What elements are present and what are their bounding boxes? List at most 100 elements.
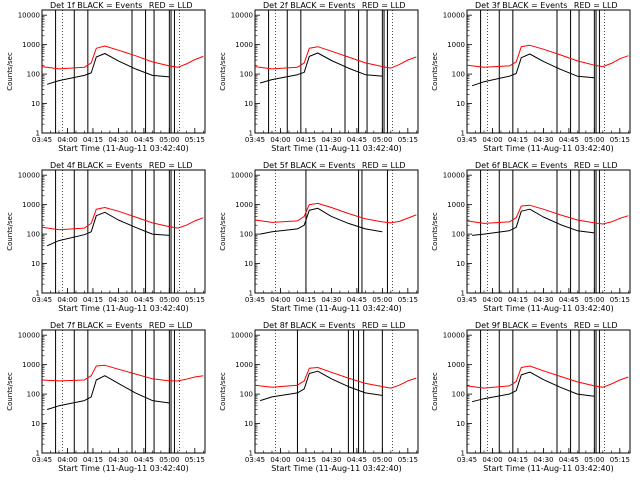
lld-series-line bbox=[41, 364, 204, 382]
x-tick-label: 04:15 bbox=[83, 296, 103, 304]
y-tick-label: 10000 bbox=[231, 332, 253, 340]
y-axis-label: Counts/sec bbox=[6, 52, 14, 91]
y-tick-label: 10000 bbox=[18, 12, 40, 20]
y-tick-label: 1 bbox=[36, 290, 40, 298]
x-tick-label: 03:45 bbox=[457, 456, 477, 464]
x-tick-label: 05:00 bbox=[159, 136, 179, 144]
y-axis-label: Counts/sec bbox=[6, 212, 14, 251]
y-tick-label: 10 bbox=[244, 100, 253, 108]
x-tick-label: 05:00 bbox=[159, 456, 179, 464]
y-tick-label: 10000 bbox=[231, 12, 253, 20]
x-tick-label: 04:45 bbox=[134, 296, 154, 304]
y-tick-label: 10 bbox=[244, 260, 253, 268]
x-tick-label: 04:30 bbox=[321, 456, 341, 464]
x-tick-label: 05:15 bbox=[185, 136, 205, 144]
x-axis-label: Start Time (11-Aug-11 03:42:40) bbox=[58, 304, 189, 313]
lld-series-line bbox=[41, 207, 204, 231]
x-axis-label: Start Time (11-Aug-11 03:42:40) bbox=[483, 304, 614, 313]
x-tick-label: 05:15 bbox=[610, 296, 630, 304]
x-tick-label: 04:45 bbox=[347, 456, 367, 464]
events-series-line bbox=[46, 375, 170, 410]
events-series-line bbox=[259, 52, 383, 84]
x-tick-label: 05:15 bbox=[185, 456, 205, 464]
y-tick-label: 1000 bbox=[22, 361, 40, 369]
x-tick-label: 04:15 bbox=[296, 136, 316, 144]
y-tick-label: 100 bbox=[27, 71, 40, 79]
x-tick-label: 04:45 bbox=[559, 136, 579, 144]
x-axis-label: Start Time (11-Aug-11 03:42:40) bbox=[271, 464, 402, 473]
y-tick-label: 1 bbox=[249, 130, 253, 138]
x-axis-label: Start Time (11-Aug-11 03:42:40) bbox=[483, 464, 614, 473]
chart-title: Det 1f BLACK = Events_ RED = LLD bbox=[50, 1, 193, 10]
x-tick-label: 04:45 bbox=[134, 136, 154, 144]
x-tick-label: 05:00 bbox=[584, 296, 604, 304]
y-tick-label: 1000 bbox=[235, 361, 253, 369]
chart-panel-8: Det 8f BLACK = Events_ RED = LLD 1 10 100 10… bbox=[219, 321, 419, 473]
plot-frame bbox=[254, 329, 419, 454]
y-tick-label: 10 bbox=[31, 260, 40, 268]
y-tick-label: 100 bbox=[452, 71, 465, 79]
x-tick-label: 03:45 bbox=[32, 296, 52, 304]
y-tick-label: 10000 bbox=[443, 172, 465, 180]
y-tick-label: 1 bbox=[249, 450, 253, 458]
y-axis-label: Counts/sec bbox=[431, 212, 439, 251]
x-tick-label: 04:45 bbox=[347, 136, 367, 144]
x-tick-label: 04:30 bbox=[108, 136, 128, 144]
chart-panel-7: Det 7f BLACK = Events_ RED = LLD 1 10 100 10… bbox=[6, 321, 206, 473]
plot-frame bbox=[254, 9, 419, 134]
x-tick-label: 04:30 bbox=[533, 296, 553, 304]
x-tick-label: 04:00 bbox=[57, 136, 77, 144]
y-tick-label: 10 bbox=[456, 260, 465, 268]
events-series-line bbox=[259, 370, 383, 402]
lld-series-line bbox=[254, 46, 417, 70]
y-tick-label: 100 bbox=[27, 391, 40, 399]
y-tick-label: 1 bbox=[461, 290, 465, 298]
x-tick-label: 03:45 bbox=[457, 136, 477, 144]
y-tick-label: 1 bbox=[461, 130, 465, 138]
chart-panel-6: Det 6f BLACK = Events_ RED = LLD 1 10 100 10… bbox=[431, 161, 631, 313]
y-tick-label: 10000 bbox=[18, 172, 40, 180]
plot-frame bbox=[41, 169, 206, 294]
x-axis-label: Start Time (11-Aug-11 03:42:40) bbox=[271, 304, 402, 313]
chart-title: Det 8f BLACK = Events_ RED = LLD bbox=[263, 321, 406, 330]
chart-panel-2: Det 2f BLACK = Events_ RED = LLD 1 10 100 10… bbox=[219, 1, 419, 153]
x-tick-label: 05:00 bbox=[584, 136, 604, 144]
x-tick-label: 03:45 bbox=[245, 456, 265, 464]
lld-series-line bbox=[254, 367, 417, 389]
y-tick-label: 100 bbox=[27, 231, 40, 239]
x-axis-label: Start Time (11-Aug-11 03:42:40) bbox=[58, 464, 189, 473]
y-tick-label: 100 bbox=[452, 231, 465, 239]
y-axis-label: Counts/sec bbox=[219, 212, 227, 251]
y-axis-label: Counts/sec bbox=[431, 372, 439, 411]
lld-series-line bbox=[466, 44, 629, 68]
y-axis-label: Counts/sec bbox=[6, 372, 14, 411]
y-tick-label: 1000 bbox=[447, 361, 465, 369]
y-tick-label: 10000 bbox=[231, 172, 253, 180]
x-tick-label: 05:00 bbox=[372, 456, 392, 464]
y-tick-label: 1000 bbox=[447, 41, 465, 49]
x-tick-label: 04:30 bbox=[533, 456, 553, 464]
x-tick-label: 04:45 bbox=[347, 296, 367, 304]
x-tick-label: 04:00 bbox=[482, 296, 502, 304]
chart-panel-3: Det 3f BLACK = Events_ RED = LLD 1 10 100 10… bbox=[431, 1, 631, 153]
x-tick-label: 04:00 bbox=[482, 456, 502, 464]
x-tick-label: 04:45 bbox=[559, 456, 579, 464]
x-tick-label: 05:15 bbox=[398, 456, 418, 464]
x-tick-label: 04:30 bbox=[108, 296, 128, 304]
x-tick-label: 04:00 bbox=[270, 456, 290, 464]
x-tick-label: 04:00 bbox=[57, 456, 77, 464]
y-tick-label: 1 bbox=[461, 450, 465, 458]
lld-series-line bbox=[41, 45, 204, 70]
x-tick-label: 04:00 bbox=[270, 296, 290, 304]
y-axis-label: Counts/sec bbox=[219, 52, 227, 91]
plot-frame bbox=[466, 329, 631, 454]
chart-title: Det 5f BLACK = Events_ RED = LLD bbox=[263, 161, 406, 170]
y-tick-label: 10 bbox=[456, 100, 465, 108]
x-tick-label: 03:45 bbox=[245, 296, 265, 304]
x-tick-label: 04:30 bbox=[321, 136, 341, 144]
y-tick-label: 10000 bbox=[18, 332, 40, 340]
lld-series-line bbox=[466, 365, 629, 389]
plot-frame bbox=[41, 9, 206, 134]
lld-series-line bbox=[466, 204, 629, 225]
